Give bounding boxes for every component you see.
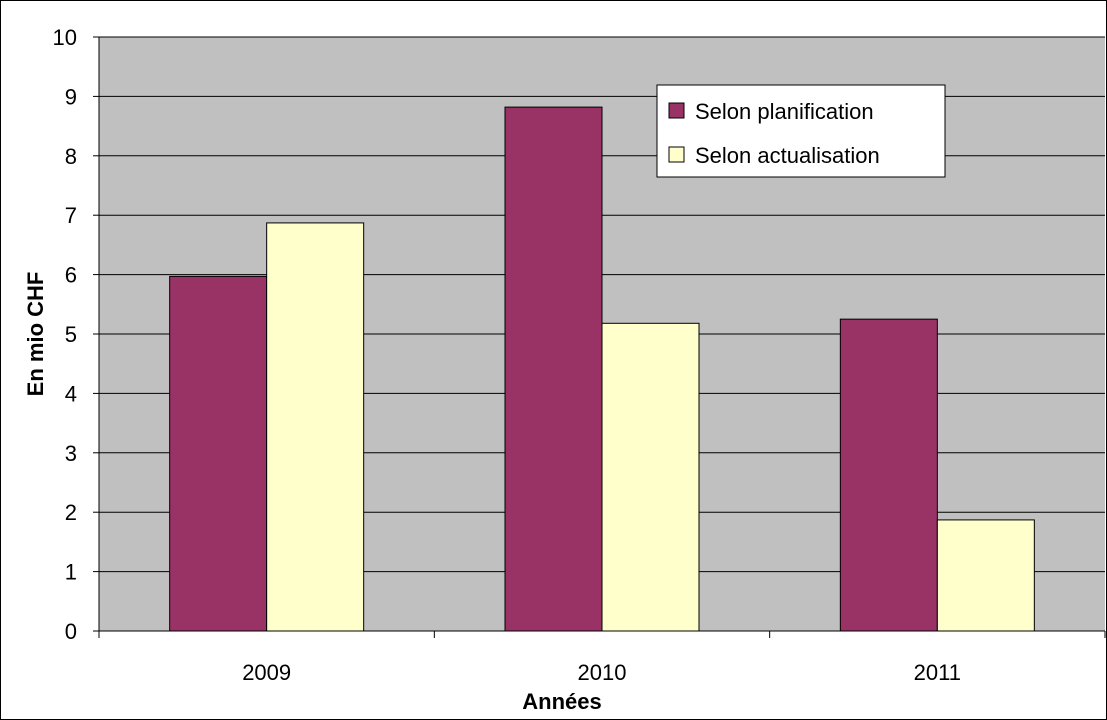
legend-swatch [668, 102, 685, 119]
axes [93, 36, 1106, 638]
y-tick-label: 9 [65, 84, 77, 109]
y-tick-label: 7 [65, 203, 77, 228]
x-tick-label: 2009 [242, 660, 291, 685]
legend-label: Selon actualisation [695, 143, 880, 168]
legend: Selon planification Selon actualisation [656, 84, 946, 178]
x-axis-title: Années [522, 689, 601, 714]
bars [169, 106, 1035, 632]
y-tick-label: 1 [65, 560, 77, 585]
y-tick-labels: 0 1 2 3 4 5 6 7 8 9 10 [53, 25, 77, 644]
bar-actualisation-2009 [266, 222, 365, 632]
x-tick-labels: 2009 2010 2011 [242, 660, 961, 685]
bar-actualisation-2010 [601, 322, 700, 632]
legend-swatch [668, 146, 685, 163]
bar-planification-2009 [169, 275, 268, 632]
bar-planification-2011 [839, 318, 938, 632]
x-tick-label: 2011 [914, 660, 961, 685]
y-tick-label: 3 [65, 441, 77, 466]
y-tick-label: 5 [65, 322, 77, 347]
legend-label: Selon planification [695, 99, 874, 124]
bar-planification-2010 [504, 106, 603, 632]
y-tick-label: 8 [65, 144, 77, 169]
y-tick-label: 10 [53, 25, 77, 50]
y-tick-label: 6 [65, 263, 77, 288]
y-axis-title: En mio CHF [23, 272, 48, 397]
bar-actualisation-2011 [936, 519, 1035, 632]
y-tick-label: 2 [65, 500, 77, 525]
legend-box [656, 84, 946, 178]
y-tick-label: 4 [65, 381, 77, 406]
x-tick-label: 2010 [578, 660, 627, 685]
y-tick-label: 0 [65, 619, 77, 644]
